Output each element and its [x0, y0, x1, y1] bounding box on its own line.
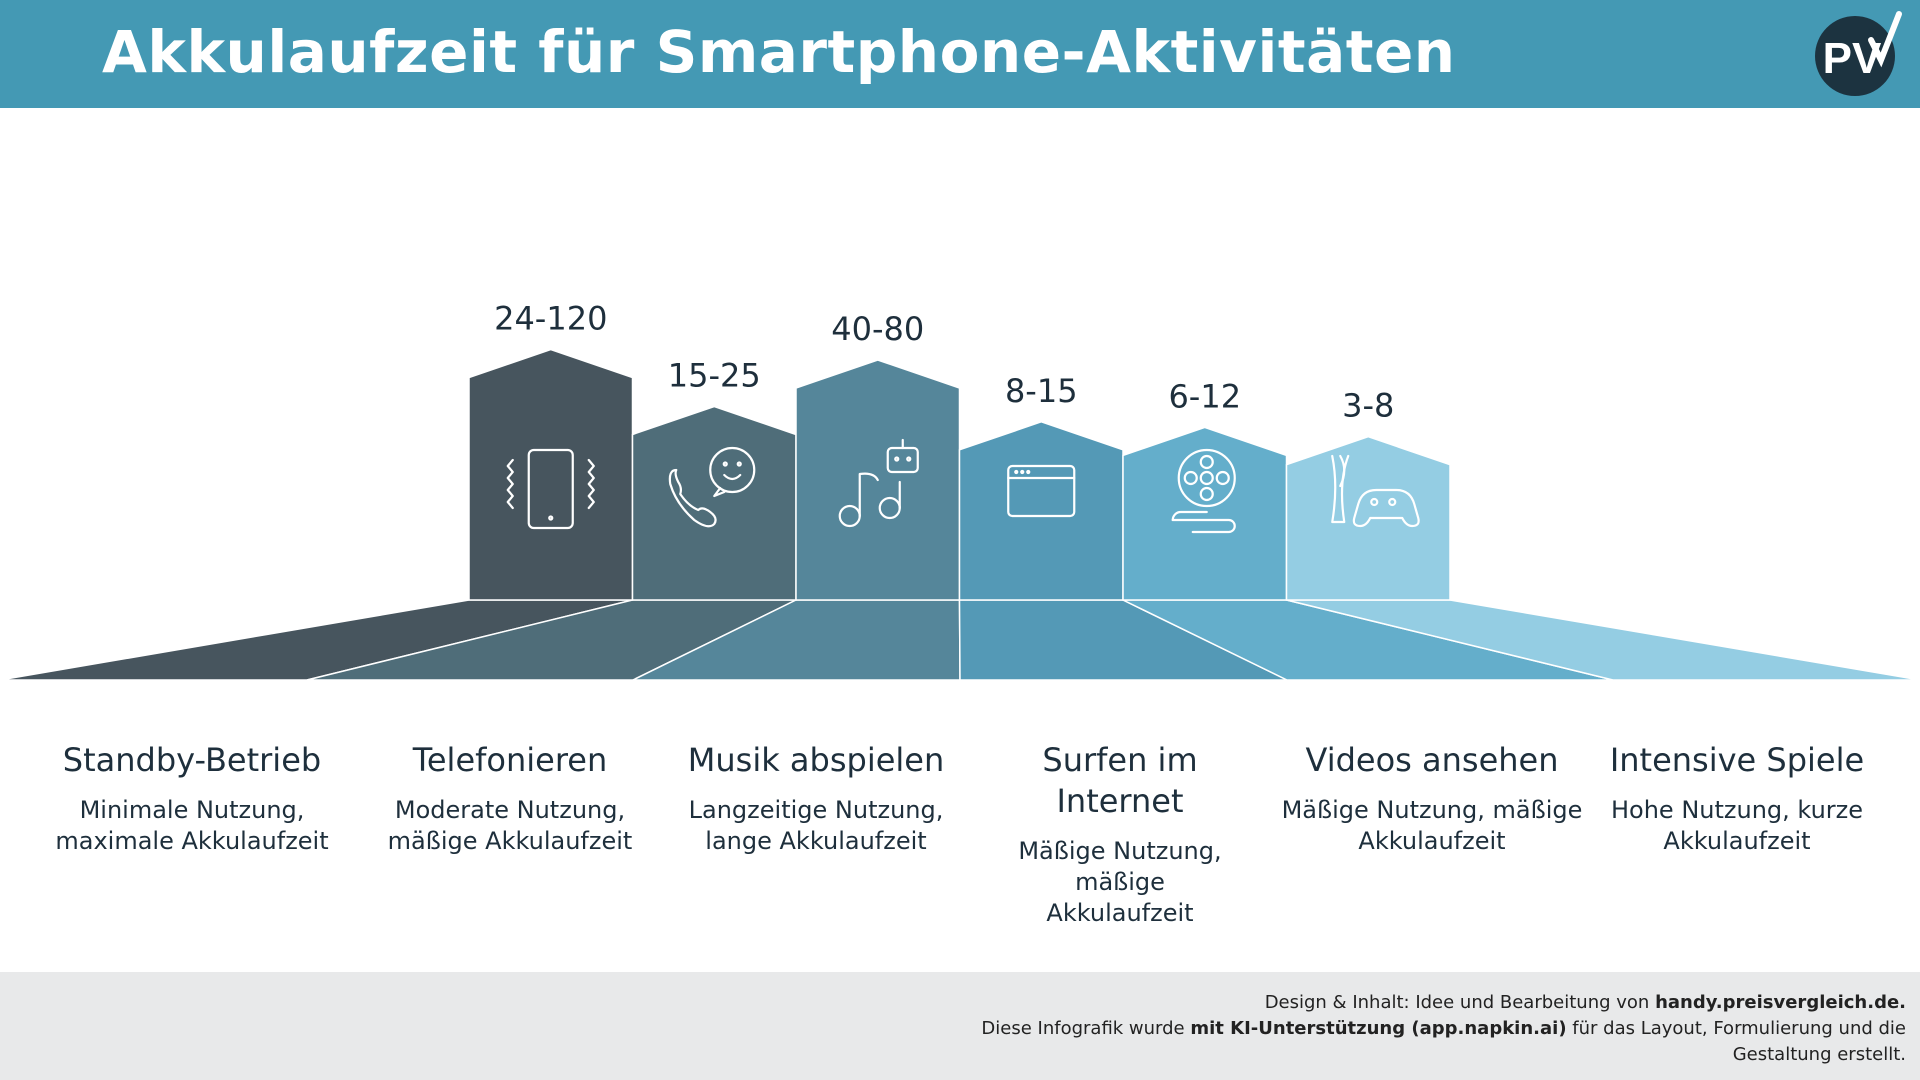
game-controller-icon	[1331, 454, 1420, 528]
value-label: 8-15	[1005, 372, 1078, 410]
footer-line2-bold[interactable]: mit KI-Unterstützung (app.napkin.ai)	[1190, 1018, 1567, 1039]
value-label: 6-12	[1168, 377, 1241, 415]
category-telefonieren: Telefonieren Moderate Nutzung, mäßige Ak…	[355, 740, 665, 857]
value-label: 40-80	[831, 310, 924, 348]
battery-chart: 24-120 15-25 40-80 8-15 6-12 3-8	[0, 300, 1920, 681]
bar	[1122, 426, 1288, 601]
vibrating-phone-icon	[506, 448, 595, 530]
chart-value-labels: 24-120 15-25 40-80 8-15 6-12 3-8	[494, 300, 1394, 425]
category-description: Mäßige Nutzung, mäßige Akkulaufzeit	[1281, 796, 1583, 855]
category-title: Intensive Spiele	[1609, 741, 1865, 779]
category-videos: Videos ansehen Mäßige Nutzung, mäßige Ak…	[1277, 740, 1587, 857]
category-description: Hohe Nutzung, kurze Akkulaufzeit	[1610, 796, 1864, 855]
category-description: Langzeitige Nutzung, lange Akkulaufzeit	[688, 796, 944, 855]
phone-chat-icon	[668, 446, 756, 528]
category-title: Musik abspielen	[687, 741, 945, 779]
category-description: Minimale Nutzung, maximale Akkulaufzeit	[55, 796, 329, 855]
bar	[1285, 435, 1451, 601]
category-title: Telefonieren	[412, 741, 608, 779]
category-standby: Standby-Betrieb Minimale Nutzung, maxima…	[37, 740, 347, 857]
footer-line1-prefix: Design & Inhalt: Idee und Bearbeitung vo…	[1264, 992, 1656, 1013]
footer: Design & Inhalt: Idee und Bearbeitung vo…	[0, 972, 1920, 1080]
category-spiele: Intensive Spiele Hohe Nutzung, kurze Akk…	[1582, 740, 1892, 857]
page-title: Akkulaufzeit für Smartphone-Aktivitäten	[102, 18, 1456, 86]
footer-line1-bold[interactable]: handy.preisvergleich.de.	[1655, 992, 1906, 1013]
value-label: 24-120	[494, 300, 607, 338]
film-reel-icon	[1171, 448, 1236, 534]
category-surfen: Surfen im Internet Mäßige Nutzung, mäßig…	[965, 740, 1275, 929]
category-musik: Musik abspielen Langzeitige Nutzung, lan…	[661, 740, 971, 857]
bar	[958, 421, 1124, 601]
header-bar: Akkulaufzeit für Smartphone-Aktivitäten …	[0, 0, 1920, 108]
footer-line-2: Diese Infografik wurde mit KI-Unterstütz…	[906, 1016, 1906, 1068]
bar	[468, 348, 634, 601]
value-label: 15-25	[668, 356, 761, 394]
footer-line-1: Design & Inhalt: Idee und Bearbeitung vo…	[906, 990, 1906, 1016]
category-description: Mäßige Nutzung, mäßige Akkulaufzeit	[1018, 837, 1222, 927]
pv-logo[interactable]: PV	[1811, 10, 1903, 98]
footer-line2-suffix: für das Layout, Formulierung und die Ges…	[1566, 1018, 1906, 1065]
footer-credits: Design & Inhalt: Idee und Bearbeitung vo…	[906, 990, 1906, 1068]
browser-window-icon	[1007, 464, 1076, 518]
category-title: Surfen im Internet	[1042, 741, 1198, 820]
category-description: Moderate Nutzung, mäßige Akkulaufzeit	[387, 796, 633, 855]
bar	[631, 405, 797, 601]
chart-bars	[468, 348, 1451, 601]
category-title: Standby-Betrieb	[62, 741, 322, 779]
music-note-icon	[838, 438, 919, 528]
value-label: 3-8	[1342, 387, 1394, 425]
chart-icons	[506, 438, 1420, 534]
category-title: Videos ansehen	[1305, 741, 1559, 779]
footer-line2-prefix: Diese Infografik wurde	[981, 1018, 1191, 1039]
chart-floor	[0, 599, 1920, 681]
